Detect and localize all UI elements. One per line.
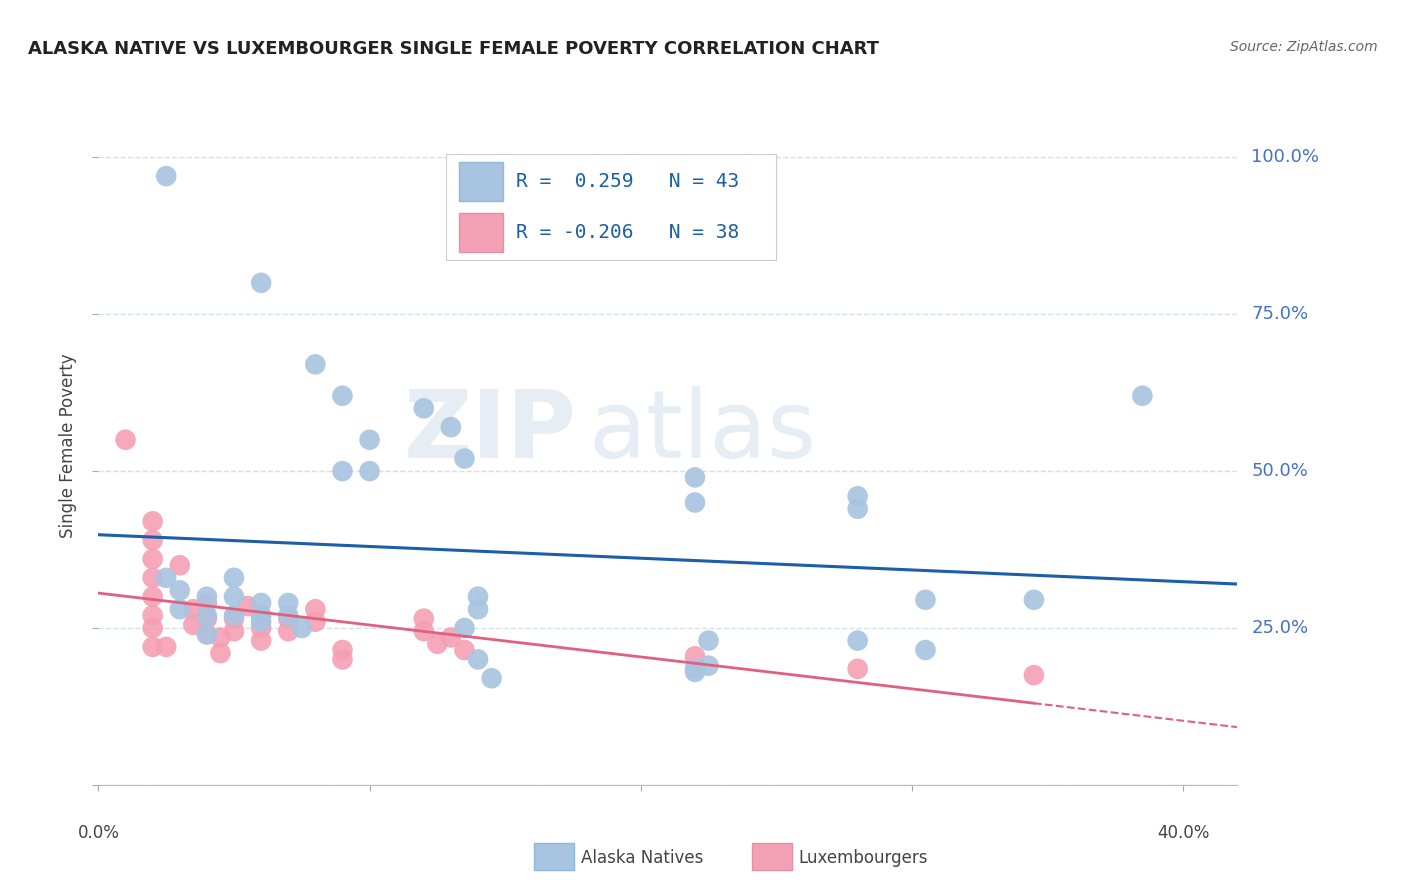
Text: R = -0.206   N = 38: R = -0.206 N = 38 — [516, 223, 740, 242]
Point — [155, 640, 177, 654]
Point — [142, 552, 165, 566]
Point — [440, 420, 463, 434]
Point — [277, 612, 299, 626]
Point — [250, 276, 273, 290]
Point — [467, 652, 489, 666]
Point — [195, 627, 218, 641]
Point — [277, 624, 299, 639]
FancyBboxPatch shape — [446, 154, 776, 260]
Point — [222, 624, 245, 639]
Point — [683, 495, 706, 509]
Text: 100.0%: 100.0% — [1251, 148, 1319, 166]
Point — [142, 608, 165, 623]
Point — [683, 662, 706, 676]
Text: ALASKA NATIVE VS LUXEMBOURGER SINGLE FEMALE POVERTY CORRELATION CHART: ALASKA NATIVE VS LUXEMBOURGER SINGLE FEM… — [28, 40, 879, 58]
Text: atlas: atlas — [588, 386, 817, 478]
Point — [846, 489, 869, 503]
Point — [195, 608, 218, 623]
Point — [332, 652, 354, 666]
Text: Source: ZipAtlas.com: Source: ZipAtlas.com — [1230, 40, 1378, 54]
Point — [222, 571, 245, 585]
Point — [142, 571, 165, 585]
Point — [453, 621, 475, 635]
Point — [114, 433, 136, 447]
Point — [209, 646, 232, 660]
Point — [332, 464, 354, 478]
Point — [277, 608, 299, 623]
Text: Alaska Natives: Alaska Natives — [581, 849, 703, 867]
Point — [412, 401, 434, 416]
Point — [155, 169, 177, 183]
Point — [195, 627, 218, 641]
Point — [222, 590, 245, 604]
Y-axis label: Single Female Poverty: Single Female Poverty — [59, 354, 77, 538]
Point — [481, 671, 503, 685]
Point — [291, 621, 314, 635]
Text: 50.0%: 50.0% — [1251, 462, 1308, 480]
Point — [914, 643, 936, 657]
Point — [169, 583, 191, 598]
Point — [195, 612, 218, 626]
Point — [142, 640, 165, 654]
Point — [1132, 389, 1154, 403]
Point — [183, 602, 205, 616]
Point — [277, 596, 299, 610]
Point — [304, 602, 326, 616]
Point — [914, 592, 936, 607]
Point — [440, 631, 463, 645]
Point — [209, 631, 232, 645]
Point — [222, 608, 245, 623]
Point — [183, 618, 205, 632]
Point — [142, 533, 165, 548]
Text: R =  0.259   N = 43: R = 0.259 N = 43 — [516, 172, 740, 191]
Text: 25.0%: 25.0% — [1251, 619, 1309, 637]
Point — [250, 608, 273, 623]
Point — [304, 615, 326, 629]
Point — [155, 571, 177, 585]
Point — [250, 615, 273, 629]
Point — [412, 624, 434, 639]
Point — [222, 612, 245, 626]
Point — [359, 433, 381, 447]
Point — [250, 633, 273, 648]
Text: 75.0%: 75.0% — [1251, 305, 1309, 323]
Point — [304, 358, 326, 372]
Point — [846, 662, 869, 676]
Point — [697, 633, 720, 648]
Point — [846, 501, 869, 516]
Point — [332, 389, 354, 403]
Point — [195, 596, 218, 610]
Point — [453, 643, 475, 657]
Text: 40.0%: 40.0% — [1157, 824, 1209, 842]
Point — [250, 608, 273, 623]
Point — [169, 558, 191, 573]
FancyBboxPatch shape — [460, 213, 503, 252]
Text: Luxembourgers: Luxembourgers — [799, 849, 928, 867]
Point — [467, 602, 489, 616]
Point — [169, 602, 191, 616]
Point — [453, 451, 475, 466]
Point — [142, 514, 165, 528]
Point — [846, 633, 869, 648]
Point — [236, 599, 259, 613]
Point — [683, 470, 706, 484]
FancyBboxPatch shape — [460, 162, 503, 202]
Point — [1022, 592, 1045, 607]
Point — [142, 590, 165, 604]
Point — [195, 590, 218, 604]
Point — [683, 665, 706, 679]
Point — [697, 658, 720, 673]
Point — [467, 590, 489, 604]
Point — [332, 643, 354, 657]
Point — [250, 596, 273, 610]
Point — [683, 649, 706, 664]
Point — [359, 464, 381, 478]
Text: ZIP: ZIP — [404, 386, 576, 478]
Point — [412, 612, 434, 626]
Point — [250, 621, 273, 635]
Point — [426, 637, 449, 651]
Point — [1022, 668, 1045, 682]
Text: 0.0%: 0.0% — [77, 824, 120, 842]
Point — [142, 621, 165, 635]
